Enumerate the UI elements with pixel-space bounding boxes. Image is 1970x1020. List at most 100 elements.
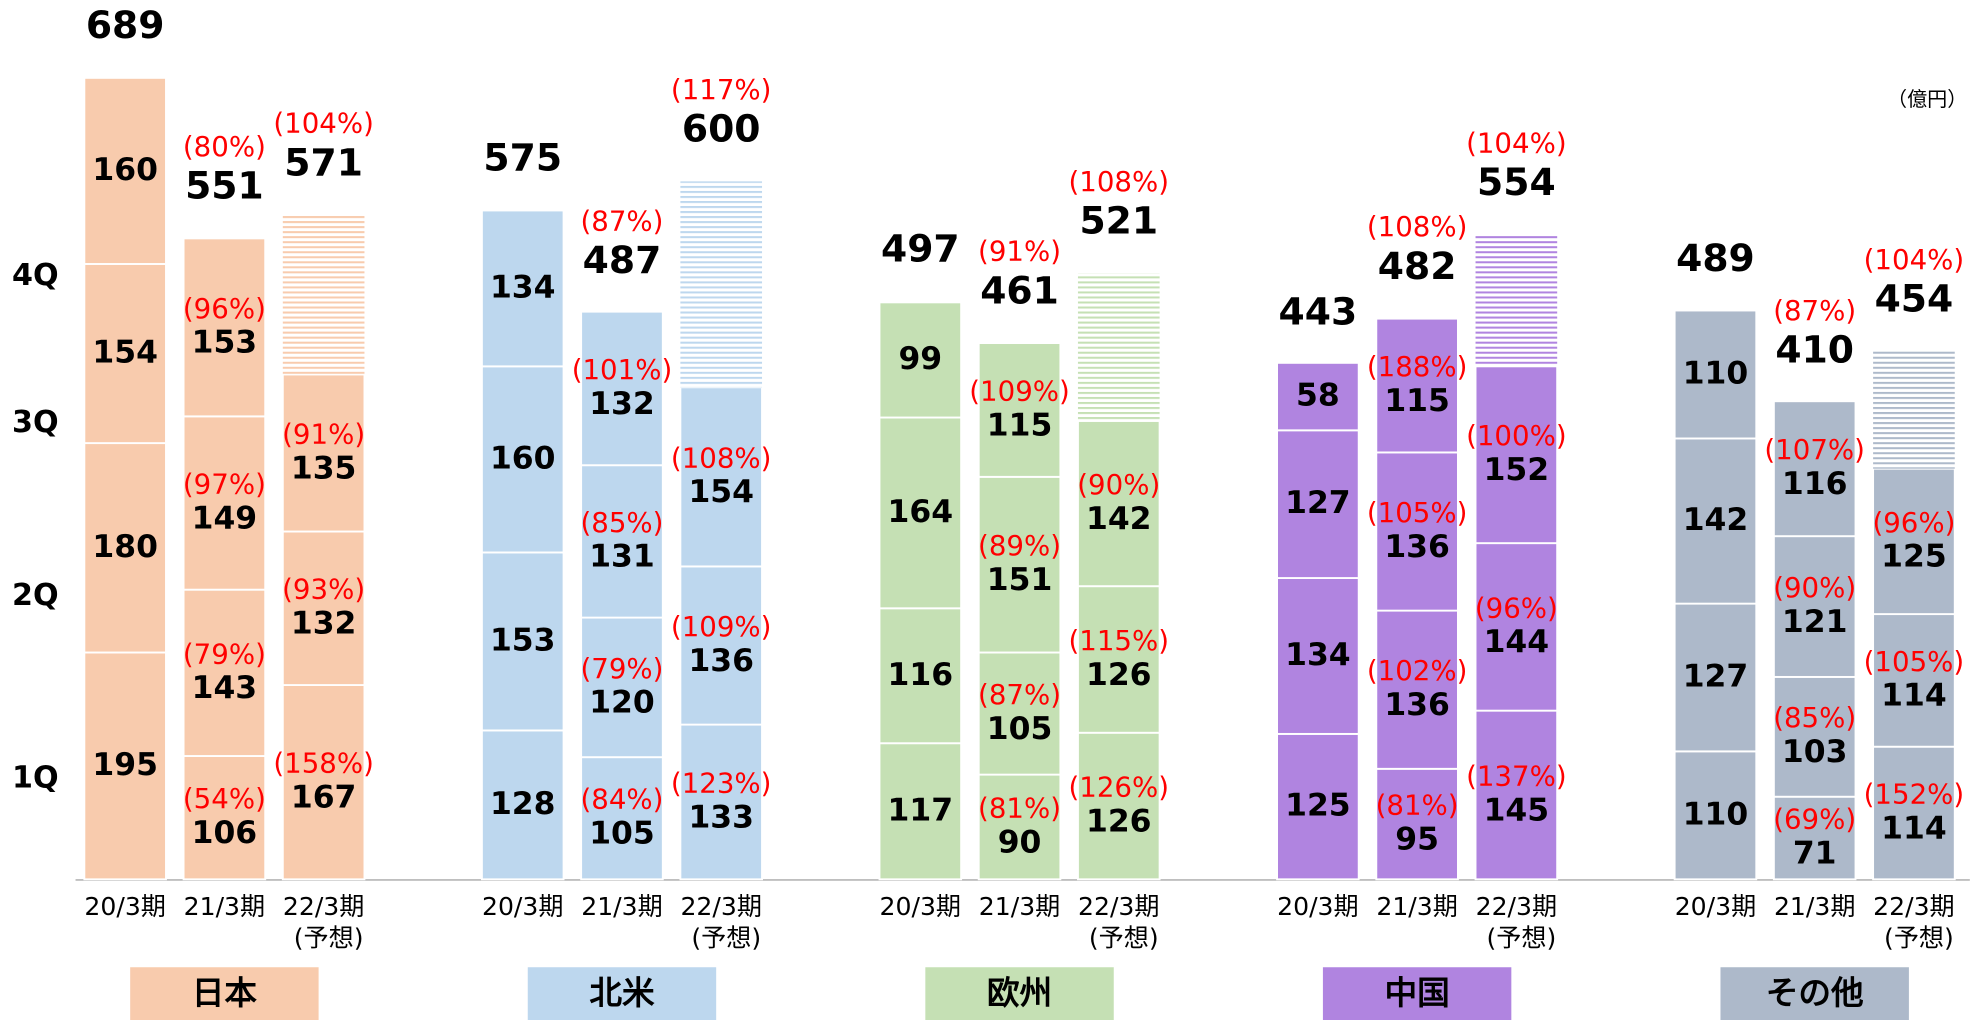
segment-label: 131: [589, 539, 655, 575]
segment-label: 164: [888, 494, 954, 530]
segment-label: 71: [1793, 835, 1837, 871]
yoy-label: (54%): [183, 782, 266, 815]
total-yoy-label: (80%): [183, 130, 266, 163]
yoy-label: (152%): [1864, 777, 1965, 810]
bar-segment: [480, 209, 565, 368]
region-box: [1720, 967, 1909, 1020]
yoy-label: (105%): [1864, 645, 1965, 678]
segment-label: 115: [987, 407, 1053, 443]
yoy-label: (188%): [1367, 350, 1468, 383]
period-label: 22/3期: [1476, 892, 1557, 921]
segment-label: 132: [291, 606, 357, 642]
quarter-label: 3Q: [12, 405, 59, 440]
total-yoy-label: (104%): [273, 107, 374, 140]
bar-segment: [281, 373, 366, 533]
forecast-segment: [680, 181, 763, 388]
segment-label: 90: [998, 824, 1042, 860]
yoy-label: (89%): [978, 529, 1061, 562]
bar-segment: [679, 565, 763, 726]
bar-segment: [1673, 602, 1758, 753]
segment-label: 134: [490, 269, 556, 305]
total-label: 575: [483, 136, 562, 180]
yoy-label: (97%): [183, 467, 266, 500]
segment-label: 105: [589, 816, 655, 852]
segment-label: 58: [1296, 378, 1340, 414]
yoy-label: (109%): [969, 374, 1070, 407]
yoy-label: (126%): [1069, 770, 1170, 803]
total-label: 497: [881, 226, 960, 270]
segment-label: 143: [192, 670, 258, 706]
bar-segment: [182, 755, 267, 881]
period-label: 22/3期: [680, 892, 762, 921]
total-label: 489: [1676, 236, 1755, 280]
region-box: [527, 967, 717, 1020]
segment-label: 145: [1484, 792, 1550, 828]
period-label: 22/3期: [1078, 892, 1160, 921]
region-label: 北米: [589, 974, 655, 1012]
segment-label: 135: [291, 450, 357, 486]
segment-label: 127: [1285, 485, 1351, 521]
bar-segment: [480, 551, 565, 732]
yoy-label: (93%): [282, 573, 365, 606]
total-yoy-label: (87%): [1773, 294, 1856, 327]
yoy-label: (137%): [1466, 759, 1567, 792]
total-yoy-label: (117%): [671, 73, 772, 106]
bar-segment: [679, 386, 763, 568]
total-label: 689: [86, 3, 165, 47]
unit-label: （億円）: [1887, 87, 1967, 111]
bar-segment: [580, 756, 664, 881]
yoy-label: (81%): [1376, 788, 1459, 821]
segment-label: 99: [898, 341, 942, 377]
segment-label: 195: [92, 747, 158, 783]
bar-segment: [977, 651, 1062, 776]
bar-segment: [182, 237, 267, 418]
yoy-label: (102%): [1367, 654, 1468, 687]
segment-label: 103: [1782, 734, 1848, 770]
segment-label: 116: [888, 657, 954, 693]
yoy-label: (108%): [671, 441, 772, 474]
segment-label: 154: [688, 474, 754, 510]
segment-label: 114: [1881, 810, 1947, 846]
bar-segment: [1474, 365, 1559, 545]
region-box: [1322, 967, 1512, 1020]
total-yoy-label: (104%): [1864, 243, 1965, 276]
yoy-label: (84%): [580, 783, 663, 816]
segment-label: 110: [1683, 355, 1749, 391]
yoy-label: (85%): [1773, 701, 1856, 734]
segment-label: 117: [888, 792, 954, 828]
bar-segment: [1276, 577, 1360, 735]
segment-label: 151: [987, 562, 1053, 598]
bar-segment: [1375, 451, 1459, 612]
bar-segment: [580, 616, 664, 759]
bar-segment: [1772, 795, 1857, 881]
segment-label: 134: [1285, 637, 1351, 673]
bar-segment: [83, 76, 167, 265]
quarter-label: 2Q: [12, 578, 59, 613]
total-yoy-label: (87%): [580, 204, 663, 237]
segment-label: 167: [291, 780, 357, 816]
period-label: 20/3期: [482, 892, 564, 921]
bar-segment: [1772, 675, 1857, 798]
bar-segment: [83, 651, 167, 881]
yoy-label: (69%): [1773, 802, 1856, 835]
yoy-label: (96%): [183, 292, 266, 325]
segment-label: 142: [1086, 501, 1152, 537]
bar-segment: [878, 301, 963, 419]
bar-segment: [1474, 709, 1559, 881]
segment-label: 125: [1881, 539, 1947, 575]
bar-segment: [977, 342, 1062, 478]
bar-segment: [977, 475, 1062, 654]
region-label: 日本: [192, 974, 258, 1012]
yoy-label: (107%): [1764, 433, 1865, 466]
period-label: 20/3期: [880, 892, 961, 921]
period-label: 21/3期: [1774, 892, 1856, 921]
bar-segment: [878, 607, 963, 745]
segment-label: 133: [688, 799, 754, 835]
period-label: 21/3期: [1376, 892, 1457, 921]
period-label: 21/3期: [184, 892, 266, 921]
period-label: 21/3期: [581, 892, 663, 921]
segment-label: 160: [92, 152, 158, 188]
segment-label: 115: [1384, 383, 1450, 419]
